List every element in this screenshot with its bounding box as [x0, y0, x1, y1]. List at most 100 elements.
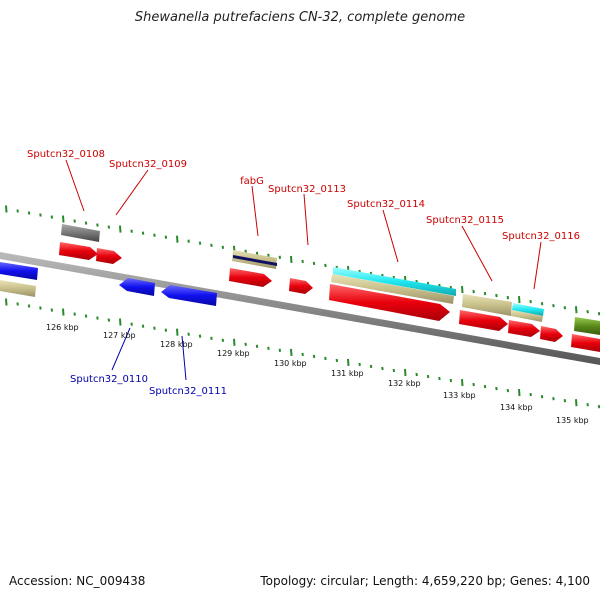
minor-tick [244, 249, 247, 253]
gene-feature-navy[interactable] [233, 255, 277, 266]
minor-tick [312, 354, 316, 359]
accession-text: Accession: NC_009438 [9, 574, 146, 588]
gene-feature-red[interactable] [229, 268, 272, 287]
genome-backbone [0, 252, 600, 365]
minor-tick [495, 293, 498, 298]
major-tick [290, 348, 293, 356]
gene-label-sputcn32-0115[interactable]: Sputcn32_0115 [426, 215, 504, 226]
minor-tick [255, 344, 259, 348]
gene-feature-blue[interactable] [119, 278, 155, 296]
minor-tick [187, 239, 190, 243]
gene-label-sputcn32-0114[interactable]: Sputcn32_0114 [347, 199, 425, 210]
minor-tick [187, 332, 190, 336]
minor-tick [552, 397, 555, 401]
gene-feature-red[interactable] [96, 248, 122, 264]
minor-tick [221, 245, 225, 249]
minor-tick [210, 336, 213, 340]
minor-tick [483, 384, 487, 389]
major-tick [404, 368, 407, 377]
axis-label: 135 kbp [556, 416, 589, 425]
minor-tick [586, 310, 589, 314]
minor-tick [449, 378, 453, 383]
minor-tick [472, 382, 475, 387]
axis-label: 129 kbp [217, 349, 250, 358]
minor-tick [27, 304, 31, 308]
minor-tick [210, 243, 213, 247]
axis-labels: 126 kbp 127 kbp 128 kbp 129 kbp 130 kbp … [46, 323, 589, 425]
minor-tick [50, 215, 54, 219]
minor-tick [324, 263, 327, 268]
minor-tick [255, 251, 259, 255]
major-tick [5, 298, 8, 306]
minor-tick [130, 229, 133, 233]
gene-label-sputcn32-0110[interactable]: Sputcn32_0110 [70, 374, 148, 385]
gene-feature-red[interactable] [540, 326, 563, 342]
axis-label: 130 kbp [274, 359, 307, 368]
axis-label: 128 kbp [160, 340, 193, 349]
gene-label-fabg[interactable]: fabG [240, 176, 264, 187]
minor-tick [96, 223, 99, 227]
major-tick [119, 225, 122, 233]
minor-tick [381, 366, 384, 371]
gene-feature-red[interactable] [329, 284, 450, 321]
minor-tick [198, 334, 202, 338]
minor-tick [495, 386, 498, 391]
major-tick [575, 306, 578, 314]
minor-tick [335, 358, 339, 363]
gene-feature-gray[interactable] [61, 224, 100, 242]
gene-feature-blue[interactable] [0, 262, 38, 280]
minor-tick [483, 291, 487, 296]
minor-tick [221, 338, 225, 342]
minor-tick [506, 388, 510, 393]
gene-feature-cyan[interactable] [512, 303, 544, 316]
minor-tick [27, 211, 31, 215]
gene-feature-green[interactable] [574, 317, 600, 335]
major-tick [62, 215, 65, 223]
gene-feature-olive[interactable] [331, 274, 454, 304]
minor-tick [198, 241, 202, 245]
outer-tick-row [5, 205, 600, 316]
gene-feature-red[interactable] [459, 310, 508, 331]
gene-feature-red[interactable] [289, 278, 313, 294]
axis-label: 132 kbp [388, 379, 421, 388]
axis-label: 131 kbp [331, 369, 364, 378]
minor-tick [244, 342, 247, 346]
minor-tick [529, 392, 532, 397]
gene-label-sputcn32-0116[interactable]: Sputcn32_0116 [502, 231, 580, 242]
major-tick [461, 379, 464, 387]
inner-tick-row [5, 298, 600, 409]
gene-label-sputcn32-0111[interactable]: Sputcn32_0111 [149, 386, 227, 397]
gene-feature-olive[interactable] [511, 310, 543, 322]
gene-feature-cyan[interactable] [333, 267, 456, 296]
minor-tick [472, 289, 475, 294]
gene-feature-olive[interactable] [462, 294, 512, 316]
minor-tick [426, 374, 430, 379]
minor-tick [267, 253, 270, 257]
major-tick [347, 358, 350, 366]
minor-tick [141, 324, 145, 328]
major-tick [518, 389, 521, 397]
minor-tick [506, 295, 510, 300]
gene-feature-red[interactable] [59, 242, 98, 260]
gene-label-sputcn32-0108[interactable]: Sputcn32_0108 [27, 149, 105, 160]
minor-tick [563, 306, 567, 310]
map-title: Shewanella putrefaciens CN-32, complete … [134, 10, 466, 25]
minor-tick [540, 395, 544, 399]
gene-feature-red[interactable] [571, 334, 600, 352]
major-tick [119, 318, 122, 326]
minor-tick [392, 368, 396, 373]
minor-tick [267, 346, 270, 350]
gene-feature-red[interactable] [508, 320, 540, 337]
gene-label-sputcn32-0109[interactable]: Sputcn32_0109 [109, 159, 187, 170]
gene-feature-blue[interactable] [161, 285, 217, 306]
minor-tick [301, 352, 304, 357]
minor-tick [164, 328, 168, 332]
minor-tick [529, 299, 532, 304]
major-tick [176, 328, 179, 336]
gene-label-sputcn32-0113[interactable]: Sputcn32_0113 [268, 184, 346, 195]
minor-tick [164, 235, 168, 239]
minor-tick [278, 255, 282, 259]
gene-feature-olive[interactable] [0, 280, 36, 297]
minor-tick [50, 308, 54, 312]
